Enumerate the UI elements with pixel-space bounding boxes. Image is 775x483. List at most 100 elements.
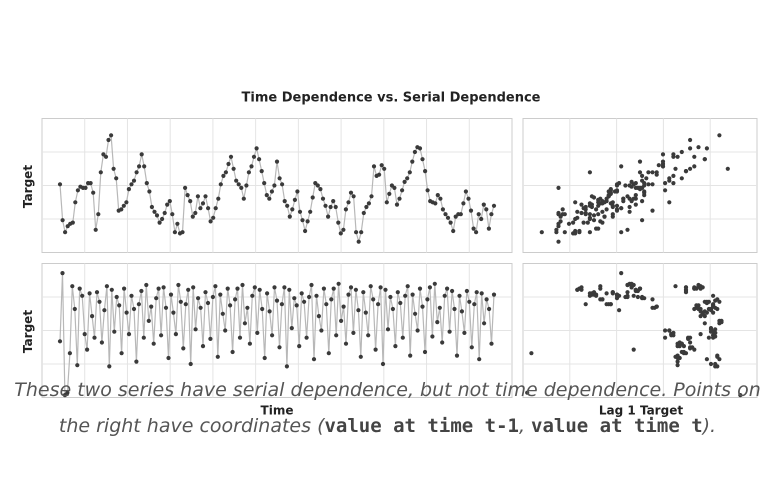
series-point: [259, 169, 264, 174]
series-point: [206, 206, 211, 211]
series-point: [96, 212, 101, 217]
series-point: [290, 207, 295, 212]
series-point: [359, 230, 364, 235]
series-point: [183, 185, 188, 190]
series-point: [168, 292, 174, 297]
series-point: [186, 287, 191, 292]
series-point: [311, 357, 317, 362]
lag-scatter-point: [604, 196, 609, 201]
lag-scatter-point: [646, 182, 651, 187]
series-point: [334, 333, 339, 338]
lag-scatter-point: [525, 390, 530, 395]
lag-scatter-point: [637, 159, 643, 164]
series-point: [166, 355, 171, 361]
series-point: [87, 291, 92, 296]
caption-code-value-at-time-t-minus-1: value at time t-1: [324, 415, 519, 437]
lag-scatter-point: [725, 166, 730, 171]
lag-scatter-point: [688, 146, 693, 151]
series-point: [310, 195, 315, 200]
series-point: [280, 182, 285, 187]
lag-scatter-point: [617, 181, 622, 186]
lag-scatter-point: [596, 212, 601, 217]
lag-scatter-point: [679, 349, 684, 355]
series-point: [88, 181, 93, 186]
series-point: [126, 332, 132, 337]
series-point: [351, 194, 356, 199]
series-point: [371, 164, 377, 169]
series-point: [102, 308, 107, 313]
series-point: [410, 292, 415, 297]
series-point: [405, 176, 410, 181]
lag-scatter-point: [713, 334, 718, 339]
series-point: [193, 327, 198, 332]
series-point: [279, 302, 284, 307]
series-point: [354, 230, 359, 235]
lag-scatter-point: [675, 154, 680, 159]
lag-scatter-point: [627, 204, 632, 210]
series-point: [466, 196, 471, 201]
lag-scatter-point: [594, 293, 599, 298]
series-point: [178, 299, 183, 304]
series-point: [191, 285, 196, 290]
lag-scatter-point: [675, 363, 680, 368]
lag-scatter-point: [688, 166, 693, 171]
series-point: [154, 213, 160, 218]
series-point: [228, 303, 233, 308]
lag-scatter-point: [667, 200, 672, 205]
lag-scatter-point: [587, 212, 593, 217]
series-point: [435, 320, 440, 325]
series-point: [461, 201, 466, 206]
series-point: [92, 335, 97, 340]
series-point: [468, 208, 474, 213]
lag-scatter-point: [640, 199, 645, 204]
series-point: [356, 239, 361, 244]
lag-scatter-point: [688, 340, 693, 345]
series-point: [225, 286, 230, 291]
panel-bottom-right: [522, 263, 758, 398]
series-point: [77, 286, 82, 291]
series-point: [303, 228, 308, 234]
series-point: [163, 305, 169, 310]
series-point: [251, 154, 257, 159]
caption-code-value-at-time-t: value at time t: [531, 415, 703, 437]
series-point: [412, 149, 417, 155]
series-point: [287, 287, 292, 292]
lag-scatter-point: [600, 201, 605, 206]
lag-scatter-point: [738, 393, 743, 398]
series-point: [486, 226, 491, 231]
series-point: [175, 221, 180, 226]
lag-scatter-point: [587, 216, 593, 222]
series-point: [139, 152, 144, 157]
series-point: [305, 219, 310, 224]
series-point: [157, 220, 162, 225]
lag-scatter-point: [583, 204, 588, 210]
series-point: [454, 353, 460, 358]
lag-scatter-point: [692, 164, 697, 169]
series-point: [346, 292, 351, 297]
lag-scatter-point: [692, 154, 697, 159]
series-point: [129, 293, 134, 298]
series-point: [200, 201, 206, 206]
series-point: [457, 293, 462, 298]
series-point: [321, 286, 326, 291]
lag-scatter-point: [556, 212, 561, 217]
lag-scatter-point: [631, 293, 636, 298]
series-point: [272, 285, 277, 290]
lag-scatter-point: [644, 176, 649, 181]
series-point: [400, 188, 405, 193]
series-point: [180, 230, 185, 235]
series-point: [156, 286, 161, 291]
lag-scatter-point: [717, 133, 722, 138]
series-point: [134, 170, 139, 175]
series-point: [129, 182, 134, 187]
lag-scatter-point: [596, 226, 601, 231]
series-point: [242, 321, 247, 326]
series-point: [445, 286, 450, 291]
lag-scatter-point: [656, 163, 661, 168]
series-point: [304, 335, 309, 340]
lag-scatter-point: [602, 214, 607, 219]
lag-scatter-point: [642, 183, 647, 188]
series-point: [452, 306, 457, 312]
series-point: [230, 349, 235, 355]
series-point: [435, 193, 440, 198]
